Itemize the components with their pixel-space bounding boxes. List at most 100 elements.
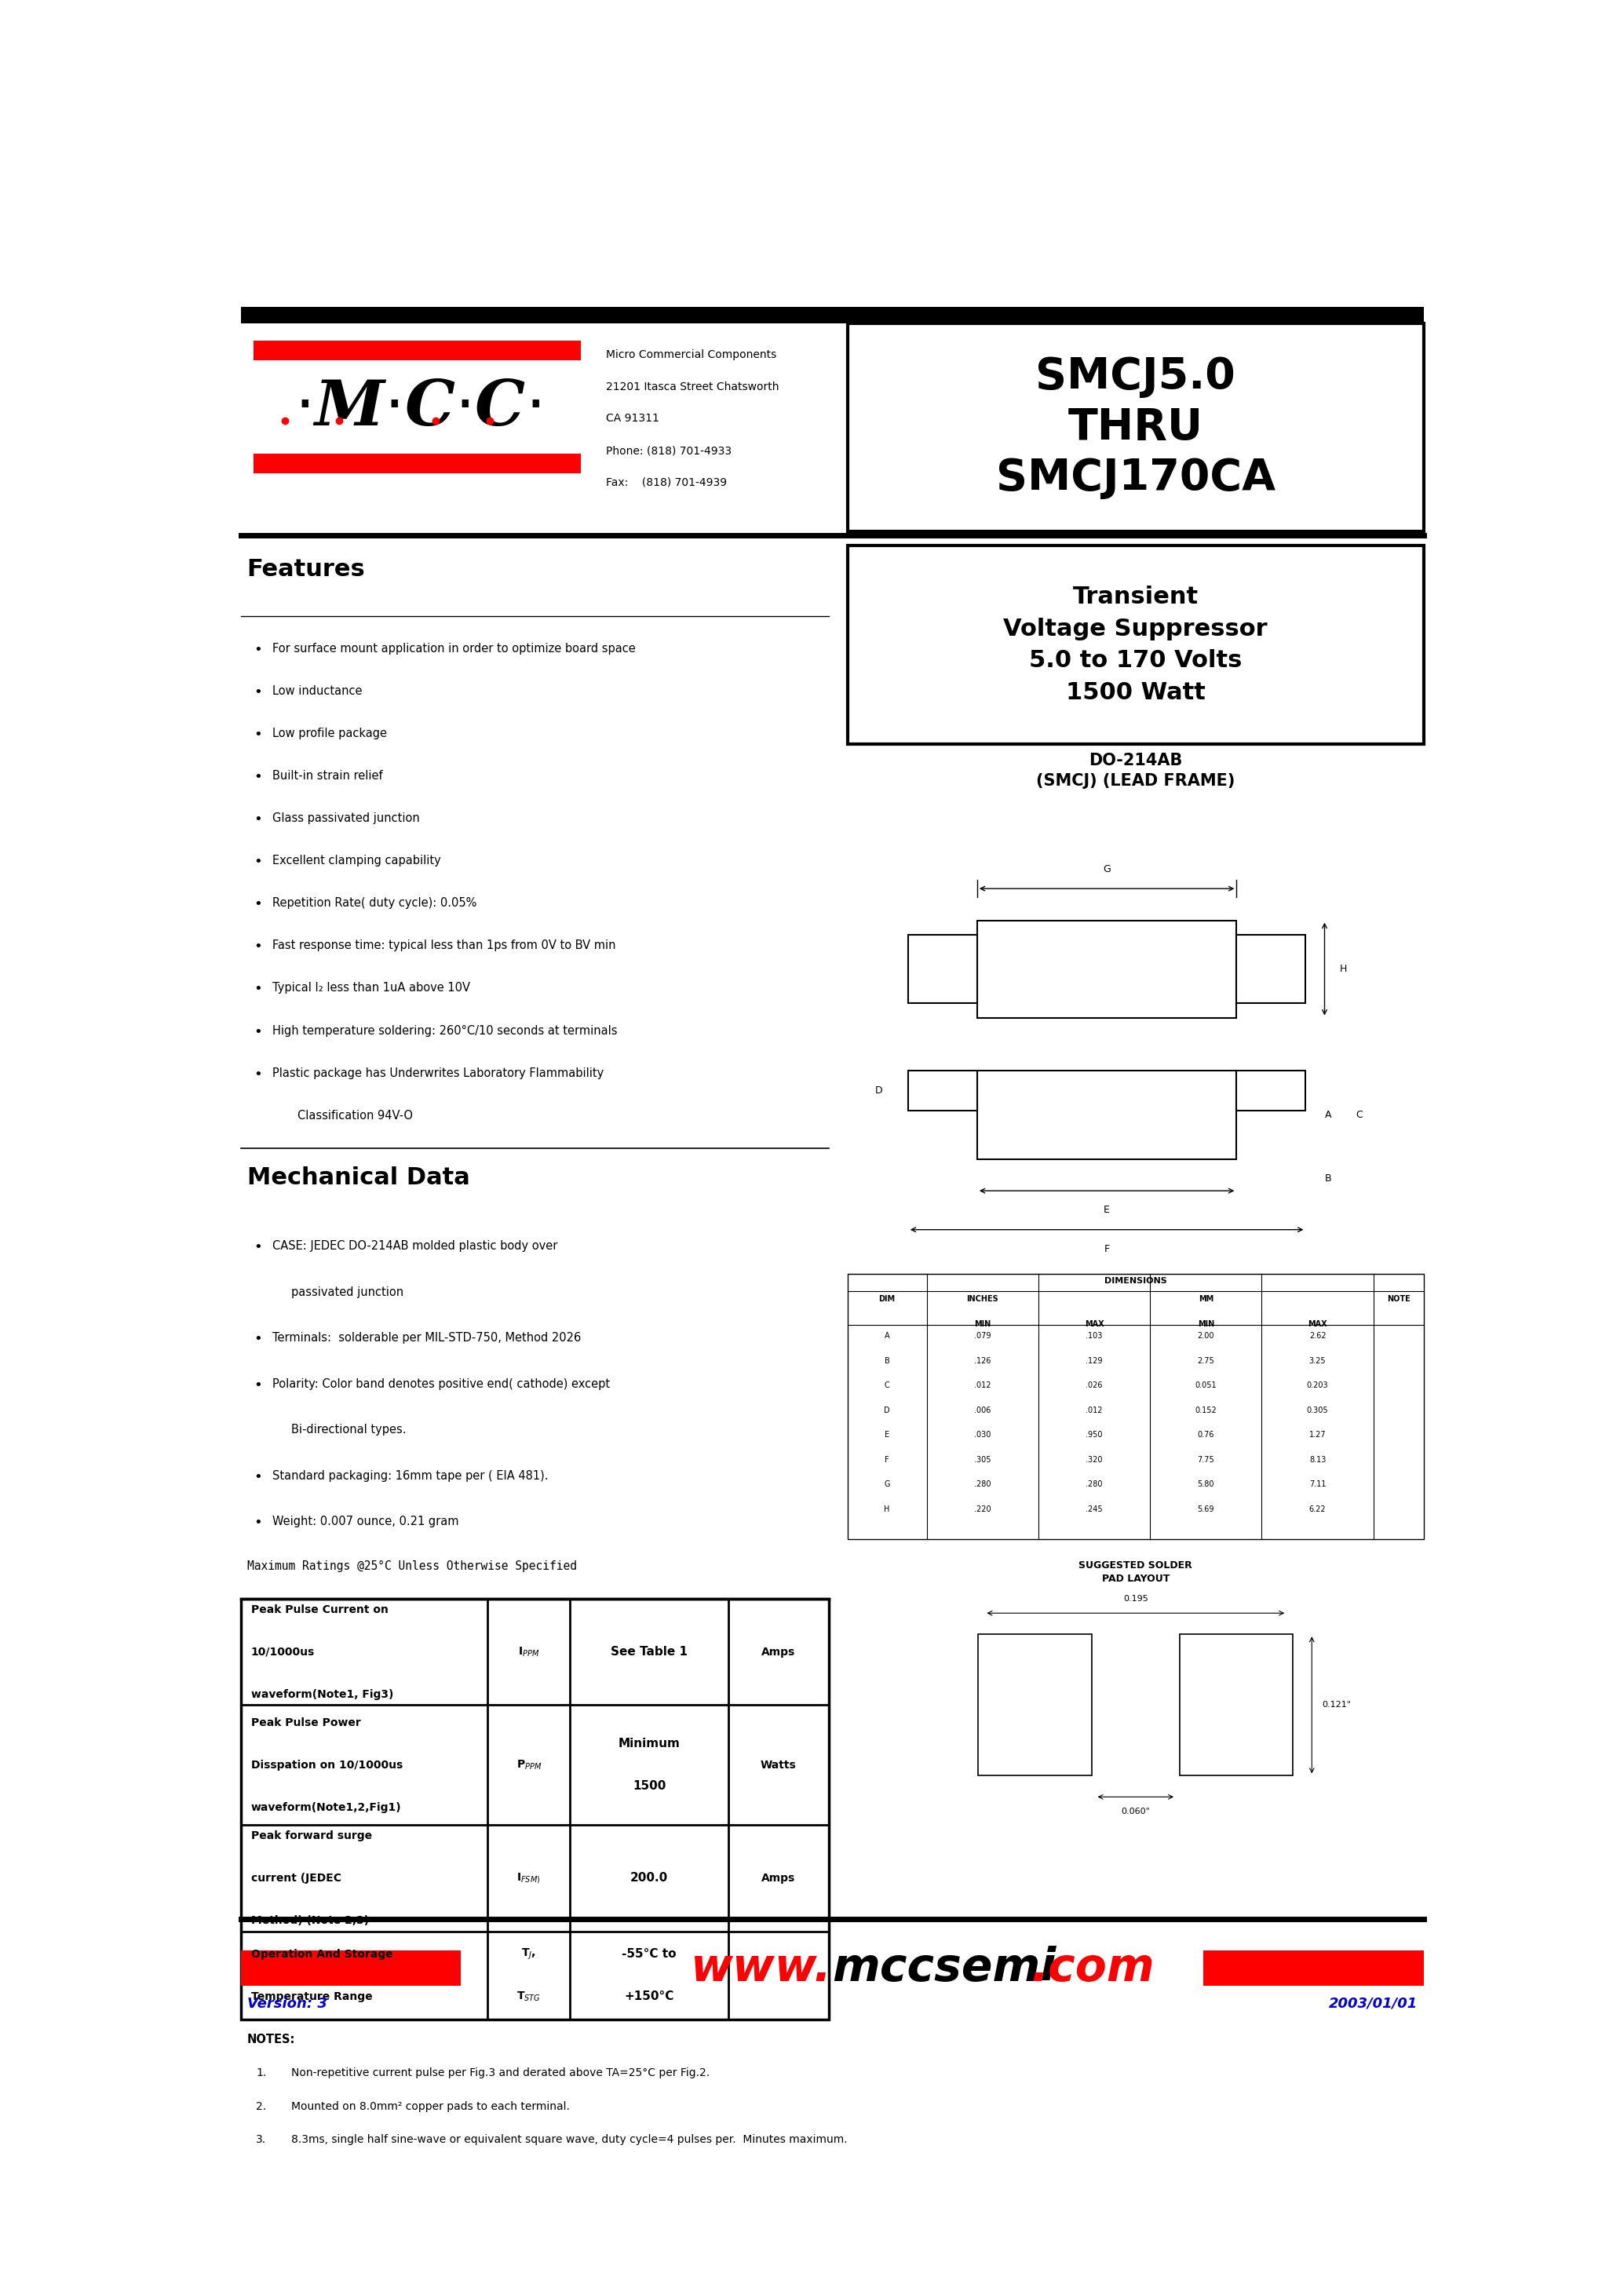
FancyBboxPatch shape: [848, 1274, 1424, 1540]
Text: Peak Pulse Current on: Peak Pulse Current on: [250, 1604, 388, 1616]
Text: High temperature soldering: 260°C/10 seconds at terminals: High temperature soldering: 260°C/10 sec…: [273, 1024, 617, 1037]
Text: Fax:    (818) 701-4939: Fax: (818) 701-4939: [606, 477, 726, 489]
Text: Low inductance: Low inductance: [273, 686, 362, 698]
FancyBboxPatch shape: [253, 340, 581, 360]
Text: 5.69: 5.69: [1197, 1506, 1215, 1512]
FancyBboxPatch shape: [848, 546, 1424, 744]
Text: •: •: [253, 1471, 261, 1485]
Text: I$_{FSM)}$: I$_{FSM)}$: [516, 1870, 541, 1884]
Text: P$_{PPM}$: P$_{PPM}$: [516, 1758, 541, 1772]
Text: .220: .220: [974, 1506, 991, 1512]
Text: •: •: [253, 1331, 261, 1347]
Text: Fast response time: typical less than 1ps from 0V to BV min: Fast response time: typical less than 1p…: [273, 941, 615, 952]
Text: DIM: DIM: [879, 1294, 895, 1304]
FancyBboxPatch shape: [978, 1072, 1236, 1159]
Text: •: •: [253, 1239, 261, 1255]
Text: INCHES: INCHES: [966, 1294, 999, 1304]
Text: •: •: [253, 1024, 261, 1040]
Text: 1.: 1.: [257, 2068, 266, 2079]
Text: Temperature Range: Temperature Range: [250, 1992, 372, 2001]
Text: Phone: (818) 701-4933: Phone: (818) 701-4933: [606, 445, 731, 457]
Text: Micro Commercial Components: Micro Commercial Components: [606, 349, 776, 360]
Text: G: G: [1103, 865, 1111, 874]
Text: 0.76: 0.76: [1197, 1432, 1215, 1439]
Text: Disspation on 10/1000us: Disspation on 10/1000us: [250, 1760, 403, 1772]
Text: www.: www.: [692, 1946, 833, 1990]
Text: •: •: [253, 1067, 261, 1081]
Text: Low profile package: Low profile package: [273, 728, 387, 739]
Text: •: •: [253, 982, 261, 996]
Text: 1.27: 1.27: [1309, 1432, 1327, 1439]
Text: Glass passivated junction: Glass passivated junction: [273, 812, 419, 824]
Text: Amps: Amps: [762, 1873, 796, 1884]
Text: T$_{J}$,: T$_{J}$,: [521, 1946, 536, 1962]
Text: .320: .320: [1086, 1455, 1103, 1464]
Text: Mounted on 8.0mm² copper pads to each terminal.: Mounted on 8.0mm² copper pads to each te…: [291, 2100, 570, 2111]
Text: 5.80: 5.80: [1197, 1480, 1215, 1489]
FancyBboxPatch shape: [1203, 1951, 1424, 1985]
Text: A: A: [885, 1331, 890, 1340]
Text: •: •: [253, 1377, 261, 1393]
Text: NOTES:: NOTES:: [247, 2033, 296, 2045]
Text: .129: .129: [1086, 1356, 1103, 1366]
Text: .006: .006: [974, 1407, 991, 1414]
FancyBboxPatch shape: [240, 308, 1424, 324]
Text: waveform(Note1,2,Fig1): waveform(Note1,2,Fig1): [250, 1802, 401, 1813]
Text: Repetition Rate( duty cycle): 0.05%: Repetition Rate( duty cycle): 0.05%: [273, 897, 476, 909]
Text: .950: .950: [1086, 1432, 1103, 1439]
Text: waveform(Note1, Fig3): waveform(Note1, Fig3): [250, 1689, 393, 1701]
Text: F: F: [885, 1455, 890, 1464]
Text: B: B: [885, 1356, 890, 1366]
Text: Operation And Storage: Operation And Storage: [250, 1948, 393, 1960]
Text: passivated junction: passivated junction: [291, 1285, 403, 1299]
Text: 0.121": 0.121": [1322, 1701, 1351, 1710]
FancyBboxPatch shape: [240, 1951, 461, 1985]
Text: 200.0: 200.0: [630, 1873, 667, 1884]
Text: 7.11: 7.11: [1309, 1480, 1327, 1489]
Text: NOTE: NOTE: [1387, 1294, 1410, 1304]
Text: .com: .com: [1031, 1946, 1155, 1990]
Text: 2.00: 2.00: [1197, 1331, 1215, 1340]
Text: Polarity: Color band denotes positive end( cathode) except: Polarity: Color band denotes positive en…: [273, 1377, 611, 1391]
Text: Maximum Ratings @25°C Unless Otherwise Specified: Maximum Ratings @25°C Unless Otherwise S…: [247, 1561, 577, 1572]
Text: Version: 3: Version: 3: [247, 1997, 326, 2010]
Text: Method) (Note 2,3): Method) (Note 2,3): [250, 1914, 369, 1926]
Text: +150°C: +150°C: [624, 1990, 674, 2004]
Text: MIN: MIN: [1197, 1320, 1215, 1327]
Text: Bi-directional types.: Bi-directional types.: [291, 1423, 406, 1437]
Text: DO-214AB
(SMCJ) (LEAD FRAME): DO-214AB (SMCJ) (LEAD FRAME): [1036, 753, 1236, 789]
Text: mccsemi: mccsemi: [833, 1946, 1056, 1990]
Text: MAX: MAX: [1307, 1320, 1327, 1327]
FancyBboxPatch shape: [1236, 934, 1306, 1003]
Text: D: D: [875, 1086, 883, 1095]
Text: •: •: [253, 1517, 261, 1531]
Text: Excellent clamping capability: Excellent clamping capability: [273, 856, 440, 868]
Text: .030: .030: [974, 1432, 991, 1439]
Text: .126: .126: [974, 1356, 991, 1366]
Text: •: •: [253, 812, 261, 826]
Text: Mechanical Data: Mechanical Data: [247, 1166, 469, 1189]
Text: Typical I₂ less than 1uA above 10V: Typical I₂ less than 1uA above 10V: [273, 982, 469, 994]
Text: .012: .012: [974, 1382, 991, 1388]
Text: For surface mount application in order to optimize board space: For surface mount application in order t…: [273, 643, 635, 654]
Text: G: G: [883, 1480, 890, 1489]
FancyBboxPatch shape: [908, 1072, 978, 1111]
Text: 0.195: 0.195: [1124, 1595, 1148, 1602]
Text: .079: .079: [974, 1331, 991, 1340]
Text: 6.22: 6.22: [1309, 1506, 1327, 1512]
Text: D: D: [883, 1407, 890, 1414]
Text: 2.: 2.: [257, 2100, 266, 2111]
FancyBboxPatch shape: [1236, 1072, 1306, 1111]
Text: •: •: [253, 686, 261, 700]
Text: MIN: MIN: [974, 1320, 991, 1327]
Text: Peak Pulse Power: Peak Pulse Power: [250, 1717, 361, 1728]
Text: H: H: [883, 1506, 890, 1512]
Text: Standard packaging: 16mm tape per ( EIA 481).: Standard packaging: 16mm tape per ( EIA …: [273, 1471, 549, 1483]
Text: Watts: Watts: [760, 1760, 796, 1772]
Text: .305: .305: [974, 1455, 991, 1464]
FancyBboxPatch shape: [1179, 1634, 1293, 1776]
Text: •: •: [253, 897, 261, 911]
Text: 2.62: 2.62: [1309, 1331, 1327, 1340]
Text: Amps: Amps: [762, 1646, 796, 1657]
Text: 1500: 1500: [633, 1781, 666, 1792]
